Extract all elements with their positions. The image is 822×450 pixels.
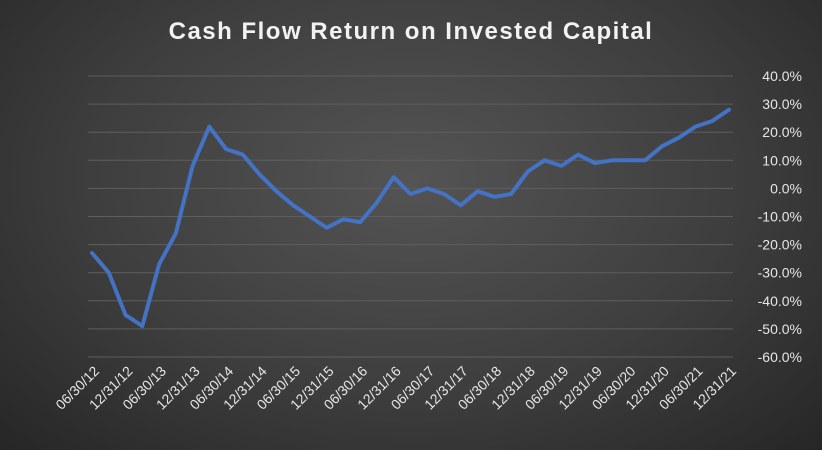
series-line (90, 107, 731, 329)
chart-title: Cash Flow Return on Invested Capital (168, 18, 654, 45)
y-tick-label: 10.0% (762, 152, 802, 168)
series-layer (90, 107, 731, 329)
y-tick-label: -10.0% (758, 209, 802, 225)
y-axis-tick-labels: 40.0% 30.0% 20.0% 10.0% 0.0% -10.0% -20.0% -30.… (758, 68, 802, 365)
y-tick-label: -40.0% (758, 293, 802, 309)
y-tick-label: -20.0% (758, 237, 802, 253)
y-tick-label: 20.0% (762, 124, 802, 140)
y-tick-label: -50.0% (758, 321, 802, 337)
y-tick-label: -60.0% (758, 349, 802, 365)
y-tick-label: 30.0% (762, 96, 802, 112)
gridlines (88, 75, 733, 358)
x-axis-tick-labels: 06/30/1212/31/1206/30/1312/31/1306/30/14… (52, 363, 739, 413)
y-tick-label: 40.0% (762, 68, 802, 84)
y-tick-label: 0.0% (770, 180, 802, 196)
y-tick-label: -30.0% (758, 265, 802, 281)
